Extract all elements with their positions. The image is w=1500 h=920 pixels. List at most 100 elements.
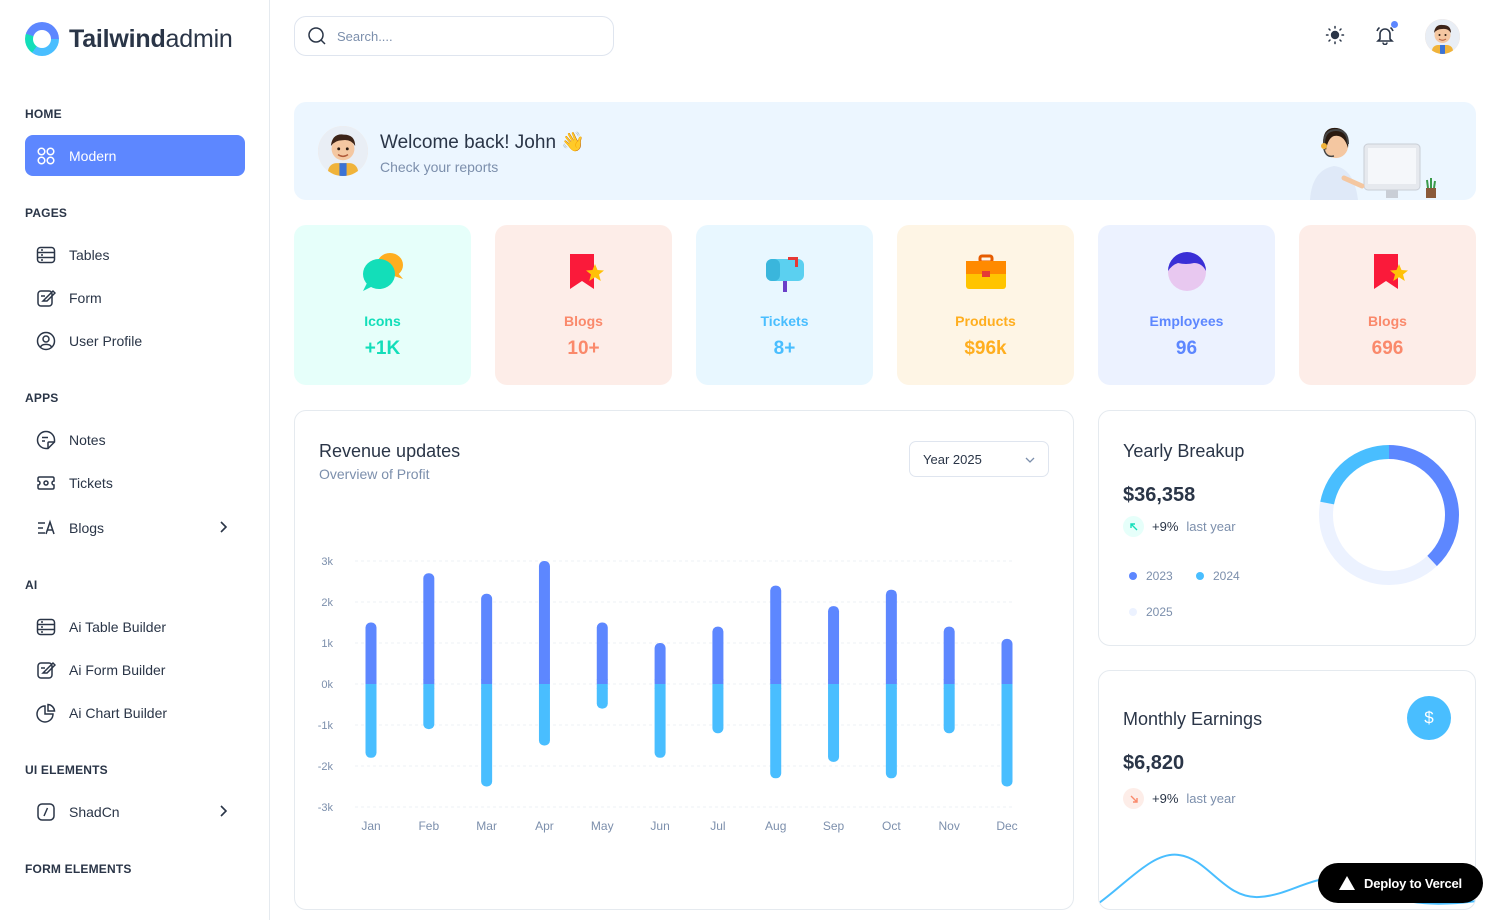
- bar-base: [538, 679, 550, 684]
- revenue-panel: Revenue updates Overview of Profit Year …: [294, 410, 1074, 910]
- trend-label: last year: [1186, 791, 1236, 806]
- arrow-down-right-icon: [1123, 788, 1144, 809]
- theme-toggle[interactable]: [1324, 24, 1346, 46]
- sun-icon: [1325, 25, 1345, 45]
- bar-base: [828, 684, 840, 689]
- search-input[interactable]: [337, 28, 597, 44]
- revenue-chart: 3k 2k 1k 0k -1k -2k -3k Jan Feb Mar Apr May Jun Jul Au…: [318, 556, 1018, 833]
- sidebar-item-label: Modern: [69, 147, 117, 164]
- dollar-icon: $: [1424, 708, 1434, 727]
- stat-label: Tickets: [760, 313, 809, 329]
- form-icon: [36, 660, 56, 680]
- x-tick-label: Jan: [361, 819, 380, 833]
- logo[interactable]: Tailwindadmin: [25, 22, 233, 56]
- bar-base: [770, 684, 782, 689]
- stat-card-blogs[interactable]: Blogs 10+: [495, 225, 672, 385]
- legend-dot: [1129, 608, 1137, 616]
- bar-expense: [596, 684, 608, 709]
- stat-card-tickets[interactable]: Tickets 8+: [696, 225, 873, 385]
- stat-card-icons[interactable]: Icons +1K: [294, 225, 471, 385]
- avatar: [318, 126, 368, 176]
- bar-profit: [828, 606, 840, 684]
- sidebar-item-user-profile[interactable]: User Profile: [25, 320, 245, 361]
- stat-label: Blogs: [1368, 313, 1407, 329]
- y-tick-label: 1k: [321, 638, 333, 650]
- sidebar-item-shadcn[interactable]: ShadCn: [25, 791, 245, 832]
- bar-base: [654, 684, 666, 689]
- bar-base: [654, 679, 666, 684]
- yearly-breakup-panel: Yearly Breakup $36,358 +9% last year 202…: [1098, 410, 1476, 646]
- search-box[interactable]: [294, 16, 614, 56]
- sidebar-item-blogs[interactable]: Blogs: [25, 507, 245, 548]
- stat-card-products[interactable]: Products $96k: [897, 225, 1074, 385]
- bar-base: [712, 684, 724, 689]
- bar-expense: [943, 684, 955, 734]
- stat-card-employees[interactable]: Employees 96: [1098, 225, 1275, 385]
- wave-icon: 👋: [561, 132, 585, 153]
- logo-text: Tailwindadmin: [69, 24, 233, 53]
- support-agent-illustration: [1310, 127, 1436, 200]
- bar-base: [828, 679, 840, 684]
- sidebar-item-ai-form-builder[interactable]: Ai Form Builder: [25, 649, 245, 690]
- bookmark-star-icon: [1374, 254, 1408, 289]
- stat-value: 696: [1371, 338, 1404, 359]
- bar-profit: [885, 589, 897, 684]
- year-select-value: Year 2025: [923, 451, 982, 467]
- sidebar-item-modern[interactable]: Modern: [25, 135, 245, 176]
- sidebar-item-ai-table-builder[interactable]: Ai Table Builder: [25, 606, 245, 647]
- bar-expense: [423, 684, 435, 730]
- stat-label: Blogs: [564, 313, 603, 329]
- x-tick-label: Oct: [882, 819, 901, 833]
- y-tick-label: 0k: [321, 679, 333, 691]
- deploy-to-vercel-button[interactable]: Deploy to Vercel: [1318, 863, 1483, 903]
- avatar-image: [1425, 19, 1460, 54]
- year-select[interactable]: Year 2025: [909, 441, 1049, 477]
- sidebar-item-ai-chart-builder[interactable]: Ai Chart Builder: [25, 692, 245, 733]
- bar-base: [481, 679, 493, 684]
- legend-item: 2024: [1196, 569, 1240, 583]
- stat-card-blogs-2[interactable]: Blogs 696: [1299, 225, 1476, 385]
- bar-base: [423, 679, 435, 684]
- sidebar-item-tickets[interactable]: Tickets: [25, 462, 245, 503]
- welcome-title: Welcome back! John 👋: [380, 132, 585, 153]
- donut-slice: [1319, 445, 1459, 585]
- bar-profit: [423, 573, 435, 684]
- legend-item: 2023: [1129, 569, 1173, 583]
- panel-title: Monthly Earnings: [1123, 709, 1263, 729]
- sidebar-item-form[interactable]: Form: [25, 277, 245, 318]
- sidebar-item-label: Ai Table Builder: [69, 618, 167, 635]
- briefcase-icon: [966, 254, 1006, 289]
- nav-heading-form-elements: FORM ELEMENTS: [25, 862, 132, 876]
- dollar-button[interactable]: $: [1407, 696, 1451, 740]
- bar-base: [481, 684, 493, 689]
- bar-profit: [596, 622, 608, 684]
- bar-expense: [1001, 684, 1013, 787]
- bell-icon: [1376, 26, 1394, 45]
- user-avatar[interactable]: [1425, 19, 1460, 54]
- bar-expense: [654, 684, 666, 758]
- sidebar-item-notes[interactable]: Notes: [25, 419, 245, 460]
- bar-base: [770, 679, 782, 684]
- x-tick-label: Dec: [996, 819, 1017, 833]
- bar-expense: [828, 684, 840, 762]
- sidebar-item-tables[interactable]: Tables: [25, 234, 245, 275]
- search-icon: [308, 27, 326, 45]
- notifications-button[interactable]: [1374, 21, 1398, 46]
- pie-chart-icon: [36, 703, 56, 723]
- bar-base: [365, 679, 377, 684]
- stat-value: 8+: [773, 338, 796, 359]
- mailbox-icon: [766, 257, 804, 292]
- trend-percent: +9%: [1152, 519, 1179, 534]
- bar-profit: [712, 626, 724, 684]
- bar-profit: [1001, 638, 1013, 684]
- chevron-down-icon: [1025, 457, 1035, 463]
- bar-profit: [770, 585, 782, 684]
- bar-expense: [538, 684, 550, 746]
- sidebar-item-label: Form: [69, 289, 102, 306]
- bar-base: [1001, 684, 1013, 689]
- sidebar-item-label: User Profile: [69, 332, 143, 349]
- user-icon: [1168, 252, 1206, 291]
- legend-dot: [1129, 572, 1137, 580]
- x-tick-label: Jun: [650, 819, 669, 833]
- shadcn-icon: [36, 802, 56, 822]
